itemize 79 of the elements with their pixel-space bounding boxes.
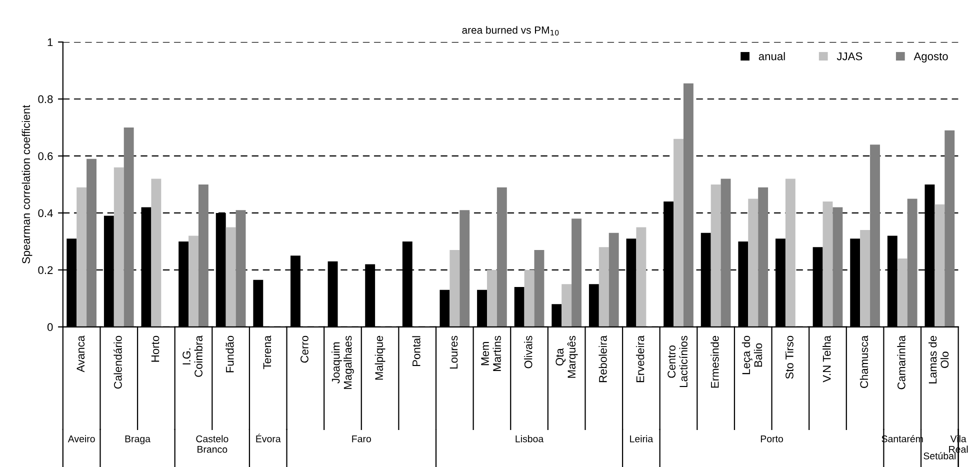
x-tick-label: Pontal xyxy=(412,336,420,366)
text: Lisboa xyxy=(516,435,544,442)
text: Braga xyxy=(125,436,151,444)
x-tick-label: Olivais xyxy=(524,336,532,368)
bar xyxy=(870,144,880,327)
x-tick-label: Calendário xyxy=(114,336,122,389)
bar xyxy=(226,227,236,327)
x-tick-label: Lamas de Olo xyxy=(928,336,949,384)
x-tick-label: I.G. Coimbra xyxy=(182,335,202,377)
bar xyxy=(198,184,208,327)
bar xyxy=(897,258,908,327)
x-tick-label: Chamusca xyxy=(860,335,868,388)
bar xyxy=(572,218,582,327)
y-tick-label: 0.2 xyxy=(38,266,53,274)
bar xyxy=(674,138,684,327)
bar xyxy=(748,198,758,327)
bar xyxy=(496,187,507,327)
y-tick-label: 0.8 xyxy=(38,95,53,104)
bar xyxy=(524,270,534,327)
x-tick-label: Ermesinde xyxy=(710,336,719,388)
text: Setúbal xyxy=(924,452,956,460)
text: Évora xyxy=(256,434,281,442)
x-tick-label: Leça do Balio xyxy=(742,336,762,374)
text: Leiria xyxy=(630,435,654,442)
x-tick-label: Cerro xyxy=(300,336,308,363)
x-tick-label: Malpique xyxy=(374,336,386,380)
x-tick-label: Avanca xyxy=(76,335,85,372)
bar xyxy=(934,204,945,327)
bar xyxy=(114,167,124,327)
legend-label: anual xyxy=(758,52,785,60)
x-tick-label: Camarinha xyxy=(897,335,906,390)
x-tick-label: Ervedeira xyxy=(636,335,644,382)
text: Faro xyxy=(352,436,371,442)
legend-label: JJAS xyxy=(836,52,862,60)
bar xyxy=(683,83,694,327)
bar xyxy=(860,230,870,327)
y-tick-label: 0.6 xyxy=(38,152,53,160)
bar xyxy=(86,158,96,327)
bar xyxy=(236,210,246,327)
bar xyxy=(562,284,572,327)
legend-label: Agosto xyxy=(914,52,948,62)
bar xyxy=(785,178,796,327)
x-tick-label: Joaquim Magalhaes xyxy=(332,336,354,389)
bar xyxy=(598,247,609,327)
x-tick-label: Qta Marquês xyxy=(556,336,578,378)
y-tick-label: 1 xyxy=(48,38,53,46)
text: Castelo Branco xyxy=(196,435,228,453)
x-tick-label: Reboleira xyxy=(598,335,607,382)
x-tick-label: Terena xyxy=(263,335,272,370)
x-tick-label: Sto Tirso xyxy=(785,336,794,379)
bar xyxy=(907,198,918,327)
bar xyxy=(450,250,460,327)
y-tick-label: 0 xyxy=(47,323,53,332)
bar xyxy=(720,178,731,327)
bar xyxy=(534,250,544,327)
bar xyxy=(636,227,646,327)
chart-title: area burned vs PM$_{10}$ xyxy=(462,26,559,36)
bar xyxy=(710,184,721,327)
bar xyxy=(188,236,198,327)
bar xyxy=(76,187,87,327)
text: Porto xyxy=(760,436,783,442)
bar xyxy=(758,187,768,327)
y-axis-title: Spearman correlation coefficient xyxy=(22,104,32,264)
x-tick-label: Horto xyxy=(151,336,160,362)
bar xyxy=(151,178,162,327)
bar xyxy=(486,270,497,327)
x-tick-label: Mem Martins xyxy=(481,336,501,371)
bar xyxy=(124,127,134,327)
x-tick-label: Loures xyxy=(450,336,458,369)
bar xyxy=(460,210,470,327)
x-tick-label: Fundão xyxy=(226,336,234,372)
bar xyxy=(822,202,833,327)
text: Aveiro xyxy=(68,435,95,442)
bar xyxy=(832,207,843,327)
x-tick-label: Centro Lacticínios xyxy=(668,336,688,388)
x-tick-label: V.N Telha xyxy=(822,335,831,382)
y-tick-label: 0.4 xyxy=(38,209,53,218)
bar xyxy=(608,232,619,327)
bar xyxy=(944,130,955,327)
